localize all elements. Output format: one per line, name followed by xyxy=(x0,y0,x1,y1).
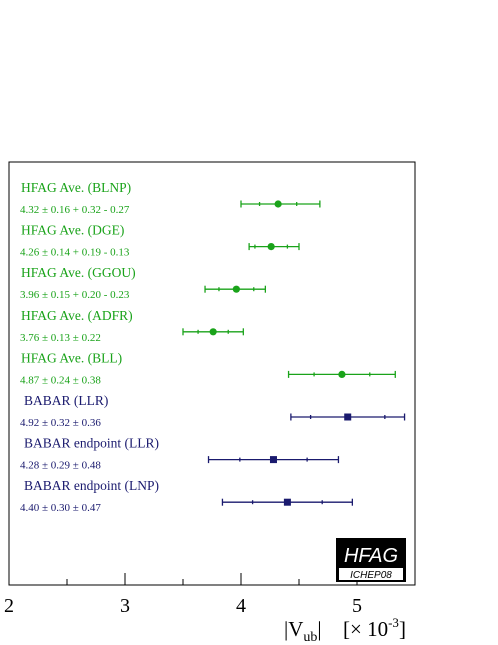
hfag-badge: HFAG ICHEP08 xyxy=(336,538,406,582)
svg-text:[× 10-3]: [× 10-3] xyxy=(343,615,406,641)
measurement-marker xyxy=(287,370,396,378)
tick-label: 3 xyxy=(120,595,130,617)
circle-point xyxy=(232,285,240,293)
x-axis-title-unit: [× 10 xyxy=(343,617,388,641)
measurement-value: 4.40 ± 0.30 ± 0.47 xyxy=(20,502,101,514)
circle-point xyxy=(267,243,275,251)
svg-text:|Vub|: |Vub| xyxy=(284,617,322,645)
plot-frame xyxy=(8,161,416,586)
measurement-value: 4.92 ± 0.32 ± 0.36 xyxy=(20,417,101,429)
measurement-value: 4.28 ± 0.29 ± 0.48 xyxy=(20,460,101,472)
square-point xyxy=(269,456,277,464)
measurement-points xyxy=(182,200,406,506)
measurement-name: BABAR endpoint (LLR) xyxy=(24,436,159,451)
measurement-name: HFAG Ave. (BLNP) xyxy=(21,180,131,195)
measurement-name: HFAG Ave. (GGOU) xyxy=(21,265,136,280)
measurement-marker xyxy=(207,456,340,464)
measurement-marker xyxy=(182,328,244,336)
measurement-name: HFAG Ave. (BLL) xyxy=(21,350,122,365)
measurement-value: 4.32 ± 0.16 + 0.32 - 0.27 xyxy=(20,204,130,216)
measurement-value: 3.76 ± 0.13 ± 0.22 xyxy=(20,332,101,344)
measurement-value: 4.87 ± 0.24 ± 0.38 xyxy=(20,374,101,386)
measurement-value: 3.96 ± 0.15 + 0.20 - 0.23 xyxy=(20,289,130,301)
measurement-value: 4.26 ± 0.14 + 0.19 - 0.13 xyxy=(20,247,130,259)
square-point xyxy=(283,498,291,506)
badge-subtitle: ICHEP08 xyxy=(350,570,392,581)
circle-point xyxy=(338,370,346,378)
measurement-marker xyxy=(248,243,300,251)
measurement-name: HFAG Ave. (DGE) xyxy=(21,223,124,238)
x-axis-tick-labels: 2 3 4 5 xyxy=(4,595,362,617)
measurement-marker xyxy=(240,200,321,208)
tick-label: 5 xyxy=(352,595,362,617)
x-axis-ticks xyxy=(8,573,358,585)
measurement-name: BABAR endpoint (LNP) xyxy=(24,478,159,493)
x-axis-title-main: |V xyxy=(284,617,303,641)
measurement-marker xyxy=(290,413,406,421)
x-axis-title: |Vub| [× 10-3] xyxy=(284,615,406,645)
measurement-name: HFAG Ave. (ADFR) xyxy=(21,308,133,323)
x-axis-title-subscript: ub xyxy=(303,630,317,645)
badge-title: HFAG xyxy=(344,545,398,567)
measurement-marker xyxy=(221,498,354,506)
x-axis-title-close: ] xyxy=(399,617,406,641)
square-point xyxy=(344,413,352,421)
x-axis-title-bar: | xyxy=(317,617,321,641)
measurement-labels: HFAG Ave. (BLNP) 4.32 ± 0.16 + 0.32 - 0.2… xyxy=(20,180,159,514)
circle-point xyxy=(209,328,217,336)
measurement-marker xyxy=(204,285,267,293)
tick-label: 2 xyxy=(4,595,14,617)
x-axis-title-exponent: -3 xyxy=(388,615,399,630)
tick-label: 4 xyxy=(236,595,246,617)
measurement-name: BABAR (LLR) xyxy=(24,393,108,408)
circle-point xyxy=(274,200,282,208)
